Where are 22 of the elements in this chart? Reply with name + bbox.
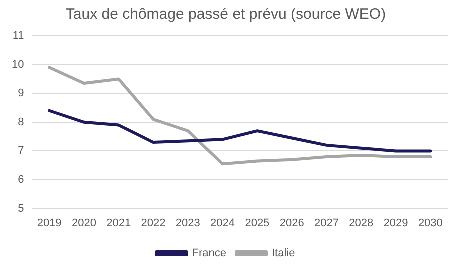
x-tick-label: 2021 — [106, 217, 132, 230]
x-tick-label: 2030 — [418, 217, 443, 230]
x-tick-label: 2019 — [37, 217, 62, 230]
x-tick-label: 2025 — [245, 217, 270, 230]
x-tick-label: 2028 — [349, 217, 374, 230]
x-tick-label: 2020 — [72, 217, 96, 230]
y-tick-label: 10 — [12, 58, 24, 71]
x-tick-label: 2024 — [210, 217, 236, 230]
x-tick-label: 2029 — [384, 217, 408, 230]
y-tick-label: 11 — [12, 30, 24, 42]
x-tick-label: 2026 — [280, 217, 304, 230]
y-tick-label: 6 — [18, 174, 24, 186]
y-tick-label: 7 — [18, 145, 24, 158]
legend-label: Italie — [272, 248, 296, 260]
legend-label: France — [192, 248, 227, 260]
x-tick-label: 2023 — [176, 217, 200, 230]
chart-title: Taux de chômage passé et prévu (source WEO) — [66, 6, 386, 24]
y-tick-label: 8 — [18, 116, 24, 128]
y-tick-label: 5 — [18, 202, 24, 215]
x-tick-label: 2022 — [141, 217, 166, 230]
x-tick-label: 2027 — [314, 217, 339, 230]
y-tick-label: 9 — [18, 88, 24, 100]
